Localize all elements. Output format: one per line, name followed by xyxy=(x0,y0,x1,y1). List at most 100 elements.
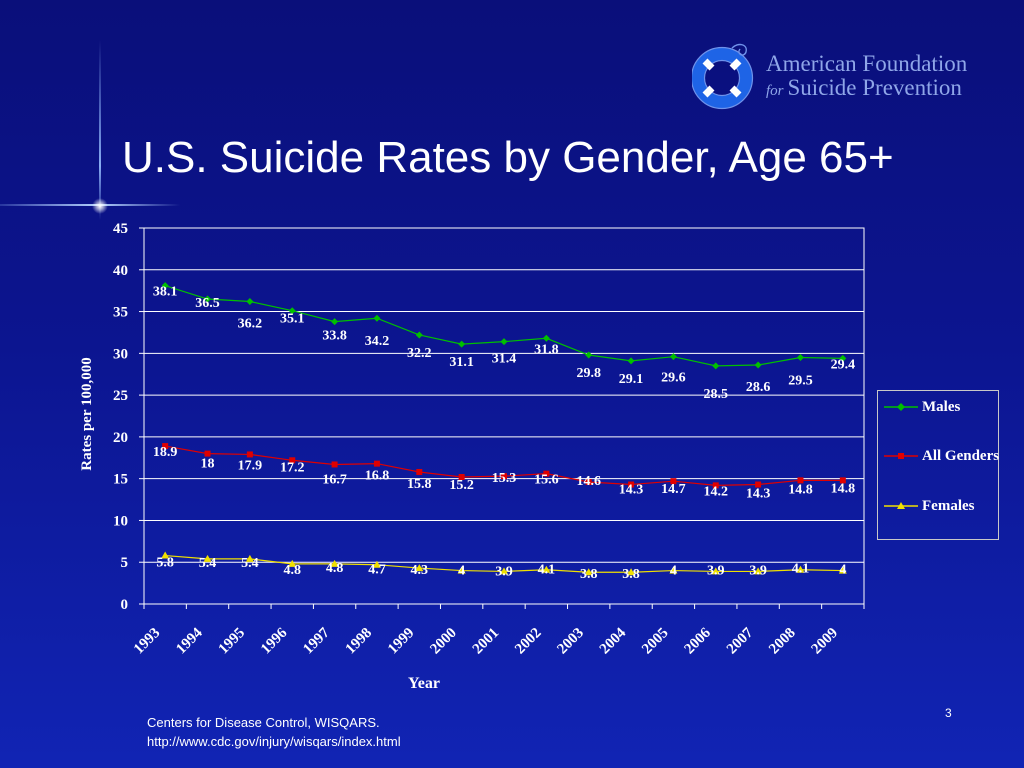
data-label: 4 xyxy=(458,564,465,579)
data-label: 14.3 xyxy=(619,483,644,498)
data-point-males xyxy=(542,334,550,342)
data-label: 38.1 xyxy=(153,285,178,300)
data-label: 17.2 xyxy=(280,460,305,475)
x-tick-label: 2003 xyxy=(554,625,587,658)
data-point-females xyxy=(754,567,763,575)
data-point-males xyxy=(458,340,466,348)
data-point-males xyxy=(204,295,212,303)
x-tick-label: 2009 xyxy=(809,625,842,658)
source-url: http://www.cdc.gov/injury/wisqars/index.… xyxy=(147,734,401,749)
data-point-all-genders xyxy=(458,473,465,480)
data-point-males xyxy=(712,362,720,370)
data-label: 5.4 xyxy=(199,556,217,571)
data-point-males xyxy=(585,351,593,359)
data-point-males xyxy=(754,361,762,369)
data-point-females xyxy=(796,565,805,573)
data-label: 4.1 xyxy=(792,562,810,577)
y-tick-label: 40 xyxy=(113,263,128,279)
y-tick-label: 15 xyxy=(113,472,128,488)
data-label: 32.2 xyxy=(407,346,432,361)
data-label: 3.9 xyxy=(495,564,513,579)
data-point-females xyxy=(838,566,847,574)
data-point-females xyxy=(500,567,508,575)
data-point-males xyxy=(288,307,296,315)
data-point-all-genders xyxy=(543,470,550,477)
data-point-males xyxy=(246,298,254,306)
data-label: 36.2 xyxy=(238,317,263,332)
data-label: 31.1 xyxy=(449,355,474,370)
y-tick-label: 10 xyxy=(113,513,128,529)
data-label: 3.9 xyxy=(749,563,767,578)
data-point-all-genders xyxy=(501,473,507,480)
y-tick-label: 25 xyxy=(113,388,128,404)
data-label: 15.2 xyxy=(449,478,474,493)
data-point-all-genders xyxy=(585,479,592,486)
data-point-females xyxy=(542,565,551,573)
data-label: 31.8 xyxy=(534,342,559,357)
data-label: 31.4 xyxy=(492,352,517,367)
data-point-males xyxy=(373,314,381,322)
data-point-females xyxy=(330,559,339,567)
source-line-1: Centers for Disease Control, WISQARS. xyxy=(147,715,380,730)
y-tick-label: 30 xyxy=(113,346,128,362)
decorative-vertical-line xyxy=(99,40,101,220)
decorative-sparkle xyxy=(92,198,108,214)
slide-title: U.S. Suicide Rates by Gender, Age 65+ xyxy=(122,133,894,182)
x-tick-label: 2000 xyxy=(427,625,460,658)
data-label: 15.6 xyxy=(534,473,559,488)
data-point-all-genders xyxy=(331,461,338,468)
x-tick-label: 1998 xyxy=(343,625,376,658)
data-label: 14.7 xyxy=(661,482,686,497)
data-label: 15.8 xyxy=(407,477,432,492)
data-label: 14.2 xyxy=(704,484,729,499)
y-axis-title: Rates per 100,000 xyxy=(79,357,95,470)
data-point-females xyxy=(245,554,254,562)
x-tick-label: 1995 xyxy=(216,625,249,658)
data-point-all-genders xyxy=(670,478,677,485)
data-label: 29.8 xyxy=(576,366,601,381)
data-point-females xyxy=(627,568,636,576)
data-label: 18 xyxy=(201,457,215,472)
data-point-all-genders xyxy=(712,482,719,489)
data-label: 4 xyxy=(670,564,677,579)
x-tick-label: 2007 xyxy=(724,625,757,658)
data-label: 33.8 xyxy=(322,329,347,344)
data-label: 28.5 xyxy=(704,387,729,402)
x-tick-label: 1994 xyxy=(173,625,206,658)
data-label: 29.6 xyxy=(661,371,686,386)
plot-area xyxy=(143,227,865,605)
data-label: 35.1 xyxy=(280,312,305,327)
y-tick-label: 5 xyxy=(121,555,129,571)
y-tick-label: 45 xyxy=(113,221,128,237)
logo-line1: American Foundation xyxy=(766,51,968,76)
data-point-males xyxy=(627,357,635,365)
data-point-all-genders xyxy=(797,477,804,484)
data-label: 16.8 xyxy=(365,469,390,484)
data-point-all-genders xyxy=(628,481,635,488)
data-label: 4.8 xyxy=(283,563,301,578)
data-label: 15.3 xyxy=(492,471,517,486)
data-label: 4.1 xyxy=(538,563,556,578)
slide-number: 3 xyxy=(945,706,952,720)
legend-label-males: Males xyxy=(922,399,961,415)
data-label: 34.2 xyxy=(365,334,390,349)
x-axis-title: Year xyxy=(408,675,440,692)
logo-text: American Foundation for Suicide Preventio… xyxy=(766,52,967,103)
source-citation: Centers for Disease Control, WISQARS. ht… xyxy=(147,713,401,751)
data-point-all-genders xyxy=(246,451,253,458)
data-point-males xyxy=(500,338,508,346)
decorative-horizontal-line xyxy=(0,204,180,206)
x-tick-label: 1993 xyxy=(131,625,164,658)
data-label: 5.8 xyxy=(156,556,174,571)
x-tick-label: 2008 xyxy=(766,625,799,658)
x-tick-label: 2004 xyxy=(597,625,630,658)
data-label: 5.4 xyxy=(241,556,259,571)
data-label: 16.7 xyxy=(322,472,347,487)
x-tick-label: 1999 xyxy=(385,625,418,658)
legend-label-all-genders: All Genders xyxy=(922,448,1000,464)
afsp-logo: American Foundation for Suicide Preventio… xyxy=(692,40,1012,110)
y-tick-label: 20 xyxy=(113,430,128,446)
life-ring-icon xyxy=(692,43,754,110)
logo-for: for xyxy=(766,83,784,99)
data-point-females xyxy=(457,566,466,574)
